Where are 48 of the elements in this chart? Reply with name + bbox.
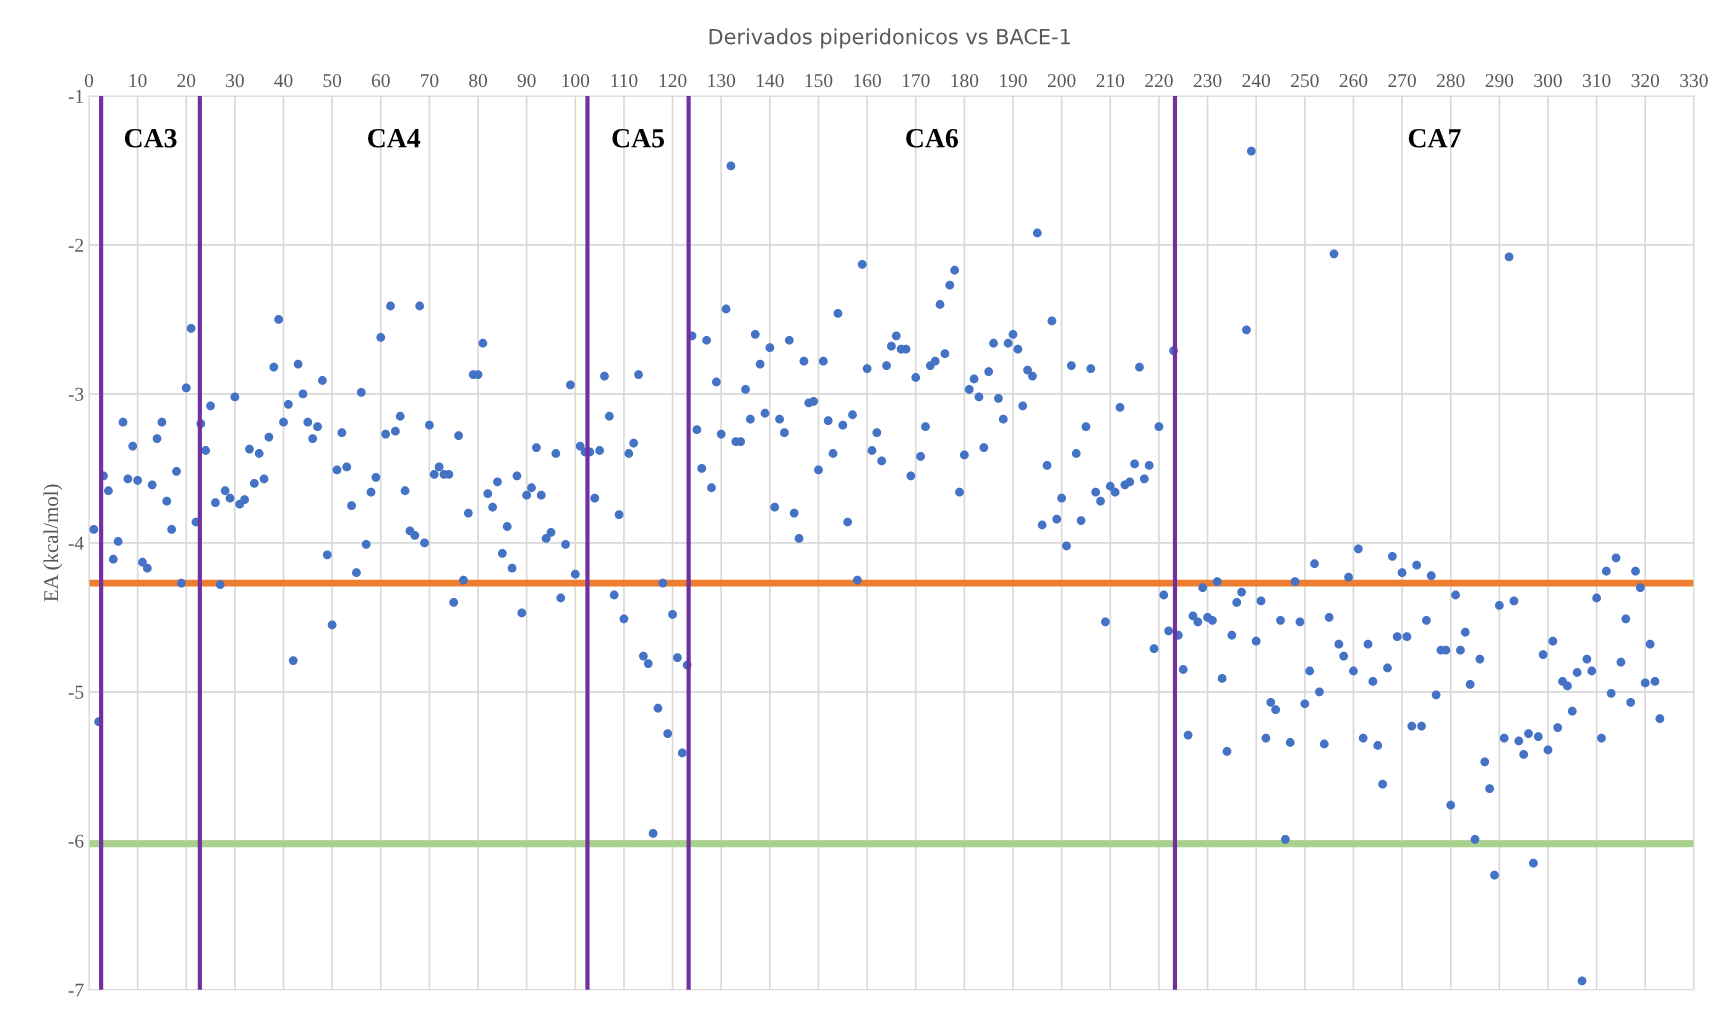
x-tick-label: 60	[371, 74, 390, 88]
annotation: CA7	[1408, 128, 1461, 148]
x-tick-label: 290	[1485, 74, 1514, 88]
x-tick-label: 280	[1436, 74, 1465, 88]
x-tick-label: 100	[562, 74, 590, 88]
y-tick-label: -2	[68, 238, 84, 252]
chart-title: Derivados piperidonicos vs BACE-1	[709, 28, 1070, 49]
y-tick-label: -3	[68, 387, 84, 401]
x-tick-label: 120	[659, 74, 687, 88]
x-tick-label: 10	[129, 74, 147, 88]
x-tick-label: 310	[1582, 74, 1611, 88]
x-tick-label: 300	[1534, 74, 1562, 88]
annotation: CA5	[612, 128, 665, 148]
x-tick-label: 190	[1000, 74, 1027, 88]
x-tick-label: 250	[1291, 74, 1319, 88]
x-tick-label: 210	[1096, 74, 1125, 88]
x-tick-label: 140	[756, 74, 784, 88]
x-tick-label: 40	[274, 74, 293, 88]
annotation: CA6	[906, 128, 958, 148]
annotation: CA4	[368, 128, 421, 148]
y-tick-label: -6	[68, 834, 84, 848]
x-tick-label: 230	[1193, 74, 1222, 88]
x-tick-label: 220	[1145, 74, 1173, 88]
y-tick-label: -5	[68, 685, 84, 699]
x-tick-label: 50	[323, 74, 342, 88]
x-tick-label: 150	[805, 74, 833, 88]
x-tick-label: 260	[1339, 74, 1368, 88]
x-tick-label: 0	[84, 74, 94, 88]
annotation: CA3	[124, 128, 177, 148]
x-tick-label: 20	[177, 74, 196, 88]
x-tick-label: 30	[226, 74, 244, 88]
x-tick-label: 160	[854, 74, 881, 88]
x-tick-label: 170	[902, 74, 930, 88]
x-tick-label: 330	[1680, 74, 1708, 88]
x-tick-label: 90	[517, 74, 536, 88]
x-tick-label: 80	[469, 74, 488, 88]
x-tick-label: 180	[951, 74, 979, 88]
x-tick-label: 70	[420, 74, 439, 88]
x-tick-label: 110	[611, 74, 638, 88]
x-tick-label: 130	[708, 74, 736, 88]
x-tick-label: 270	[1388, 74, 1416, 88]
x-tick-label: 240	[1242, 74, 1271, 88]
y-tick-label: -4	[68, 536, 84, 550]
y-tick-label: -7	[68, 983, 84, 997]
x-tick-label: 200	[1047, 74, 1076, 88]
y-axis-title: EA (kcal/mol)	[43, 484, 63, 602]
x-tick-label: 320	[1631, 74, 1660, 88]
y-tick-label: -1	[68, 89, 83, 103]
